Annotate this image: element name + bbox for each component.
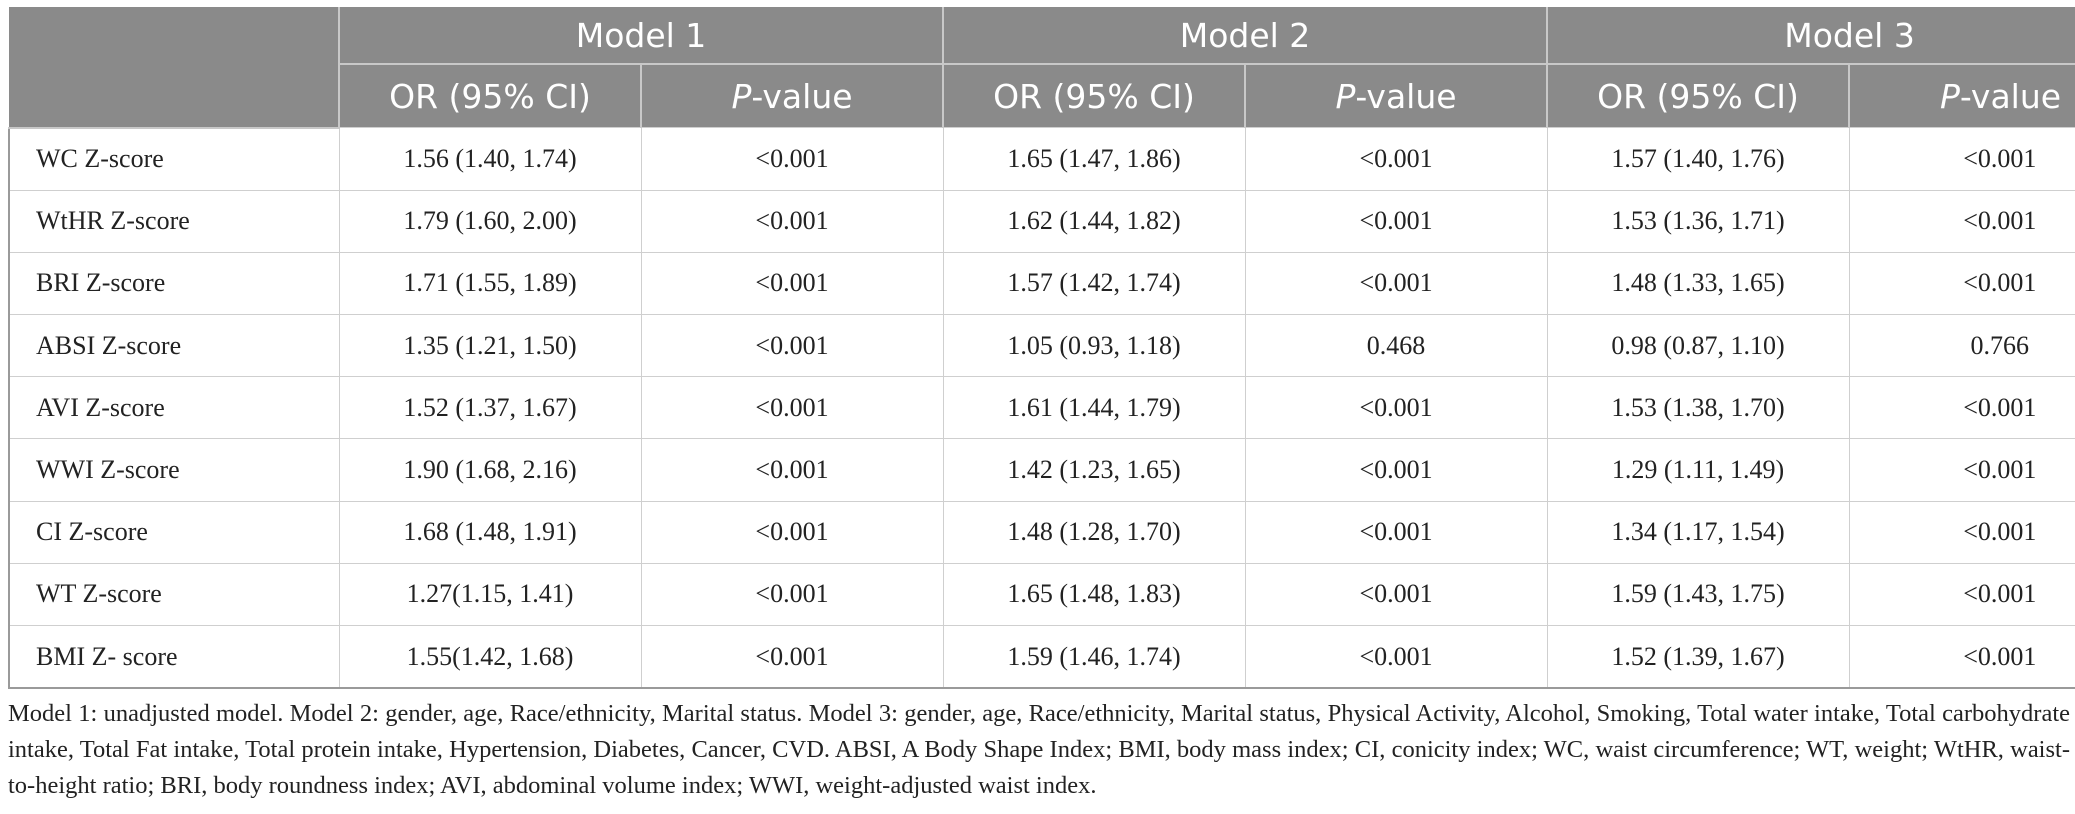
row-label: AVI Z-score bbox=[8, 376, 340, 440]
cell-m1-p: <0.001 bbox=[640, 251, 944, 316]
row-label: BMI Z- score bbox=[8, 625, 340, 690]
cell-m1-or: 1.27(1.15, 1.41) bbox=[338, 562, 642, 627]
cell-m3-p: <0.001 bbox=[1848, 438, 2075, 502]
cell-m2-p: <0.001 bbox=[1244, 251, 1548, 316]
cell-m2-p: <0.001 bbox=[1244, 376, 1548, 440]
cell-m2-or: 1.42 (1.23, 1.65) bbox=[942, 438, 1246, 502]
cell-m1-or: 1.55(1.42, 1.68) bbox=[338, 625, 642, 690]
cell-m1-p: <0.001 bbox=[640, 314, 944, 378]
table-row: WC Z-score 1.56 (1.40, 1.74) <0.001 1.65… bbox=[8, 127, 2075, 191]
cell-m2-or: 1.57 (1.42, 1.74) bbox=[942, 251, 1246, 316]
row-label: CI Z-score bbox=[8, 500, 340, 564]
cell-m1-or: 1.79 (1.60, 2.00) bbox=[338, 189, 642, 253]
cell-m2-or: 1.59 (1.46, 1.74) bbox=[942, 625, 1246, 690]
cell-m1-or: 1.35 (1.21, 1.50) bbox=[338, 314, 642, 378]
header-or-model-3: OR (95% CI) bbox=[1547, 64, 1851, 128]
cell-m3-or: 1.29 (1.11, 1.49) bbox=[1546, 438, 1850, 502]
table-row: WWI Z-score 1.90 (1.68, 2.16) <0.001 1.4… bbox=[8, 438, 2075, 502]
cell-m1-or: 1.71 (1.55, 1.89) bbox=[338, 251, 642, 316]
table-row: CI Z-score 1.68 (1.48, 1.91) <0.001 1.48… bbox=[8, 500, 2075, 564]
row-label: BRI Z-score bbox=[8, 251, 340, 316]
table-body: WC Z-score 1.56 (1.40, 1.74) <0.001 1.65… bbox=[8, 127, 2075, 690]
cell-m2-p: 0.468 bbox=[1244, 314, 1548, 378]
cell-m1-p: <0.001 bbox=[640, 376, 944, 440]
cell-m3-p: <0.001 bbox=[1848, 251, 2075, 316]
cell-m3-or: 1.53 (1.38, 1.70) bbox=[1546, 376, 1850, 440]
cell-m1-or: 1.90 (1.68, 2.16) bbox=[338, 438, 642, 502]
cell-m3-p: <0.001 bbox=[1848, 562, 2075, 627]
cell-m2-p: <0.001 bbox=[1244, 438, 1548, 502]
cell-m3-p: <0.001 bbox=[1848, 625, 2075, 690]
header-p-model-3: P-value bbox=[1849, 64, 2075, 128]
cell-m3-or: 0.98 (0.87, 1.10) bbox=[1546, 314, 1850, 378]
p-italic: P bbox=[1940, 76, 1960, 116]
cell-m3-p: <0.001 bbox=[1848, 127, 2075, 191]
p-suffix: -value bbox=[751, 76, 853, 116]
table-row: WtHR Z-score 1.79 (1.60, 2.00) <0.001 1.… bbox=[8, 189, 2075, 253]
cell-m3-p: 0.766 bbox=[1848, 314, 2075, 378]
header-p-model-1: P-value bbox=[641, 64, 945, 128]
cell-m3-or: 1.48 (1.33, 1.65) bbox=[1546, 251, 1850, 316]
cell-m1-or: 1.56 (1.40, 1.74) bbox=[338, 127, 642, 191]
row-label: WWI Z-score bbox=[8, 438, 340, 502]
cell-m2-p: <0.001 bbox=[1244, 500, 1548, 564]
row-label: WT Z-score bbox=[8, 562, 340, 627]
header-model-3: Model 3 bbox=[1547, 7, 2075, 65]
results-table-container: Model 1 Model 2 Model 3 OR (95% CI) P-va… bbox=[8, 7, 2075, 690]
cell-m1-p: <0.001 bbox=[640, 438, 944, 502]
header-model-1: Model 1 bbox=[339, 7, 945, 65]
cell-m3-or: 1.59 (1.43, 1.75) bbox=[1546, 562, 1850, 627]
header-model-2: Model 2 bbox=[943, 7, 1549, 65]
cell-m2-or: 1.48 (1.28, 1.70) bbox=[942, 500, 1246, 564]
cell-m1-p: <0.001 bbox=[640, 127, 944, 191]
cell-m1-p: <0.001 bbox=[640, 625, 944, 690]
cell-m2-or: 1.61 (1.44, 1.79) bbox=[942, 376, 1246, 440]
cell-m3-or: 1.57 (1.40, 1.76) bbox=[1546, 127, 1850, 191]
cell-m2-p: <0.001 bbox=[1244, 127, 1548, 191]
cell-m1-p: <0.001 bbox=[640, 189, 944, 253]
cell-m2-or: 1.65 (1.47, 1.86) bbox=[942, 127, 1246, 191]
row-label: ABSI Z-score bbox=[8, 314, 340, 378]
header-p-model-2: P-value bbox=[1245, 64, 1549, 128]
results-table: Model 1 Model 2 Model 3 OR (95% CI) P-va… bbox=[8, 7, 2075, 690]
cell-m3-or: 1.34 (1.17, 1.54) bbox=[1546, 500, 1850, 564]
p-suffix: -value bbox=[1355, 76, 1457, 116]
cell-m3-or: 1.53 (1.36, 1.71) bbox=[1546, 189, 1850, 253]
p-italic: P bbox=[1335, 76, 1356, 116]
table-row: BMI Z- score 1.55(1.42, 1.68) <0.001 1.5… bbox=[8, 625, 2075, 690]
table-header: Model 1 Model 2 Model 3 OR (95% CI) P-va… bbox=[9, 7, 2075, 129]
header-or-model-2: OR (95% CI) bbox=[943, 64, 1247, 128]
cell-m1-p: <0.001 bbox=[640, 562, 944, 627]
cell-m1-or: 1.68 (1.48, 1.91) bbox=[338, 500, 642, 564]
row-label: WtHR Z-score bbox=[8, 189, 340, 253]
table-row: BRI Z-score 1.71 (1.55, 1.89) <0.001 1.5… bbox=[8, 251, 2075, 316]
cell-m2-or: 1.62 (1.44, 1.82) bbox=[942, 189, 1246, 253]
cell-m2-or: 1.05 (0.93, 1.18) bbox=[942, 314, 1246, 378]
cell-m3-p: <0.001 bbox=[1848, 189, 2075, 253]
cell-m3-p: <0.001 bbox=[1848, 500, 2075, 564]
cell-m3-or: 1.52 (1.39, 1.67) bbox=[1546, 625, 1850, 690]
cell-m1-or: 1.52 (1.37, 1.67) bbox=[338, 376, 642, 440]
header-blank-cell bbox=[9, 7, 340, 129]
row-label: WC Z-score bbox=[8, 127, 340, 191]
table-row: ABSI Z-score 1.35 (1.21, 1.50) <0.001 1.… bbox=[8, 314, 2075, 378]
cell-m2-p: <0.001 bbox=[1244, 562, 1548, 627]
cell-m2-p: <0.001 bbox=[1244, 625, 1548, 690]
table-row: WT Z-score 1.27(1.15, 1.41) <0.001 1.65 … bbox=[8, 562, 2075, 627]
cell-m1-p: <0.001 bbox=[640, 500, 944, 564]
cell-m3-p: <0.001 bbox=[1848, 376, 2075, 440]
p-suffix: -value bbox=[1959, 76, 2062, 116]
header-or-model-1: OR (95% CI) bbox=[339, 64, 642, 128]
cell-m2-or: 1.65 (1.48, 1.83) bbox=[942, 562, 1246, 627]
table-row: AVI Z-score 1.52 (1.37, 1.67) <0.001 1.6… bbox=[8, 376, 2075, 440]
p-italic: P bbox=[731, 76, 752, 116]
cell-m2-p: <0.001 bbox=[1244, 189, 1548, 253]
table-footnote: Model 1: unadjusted model. Model 2: gend… bbox=[8, 700, 2070, 799]
